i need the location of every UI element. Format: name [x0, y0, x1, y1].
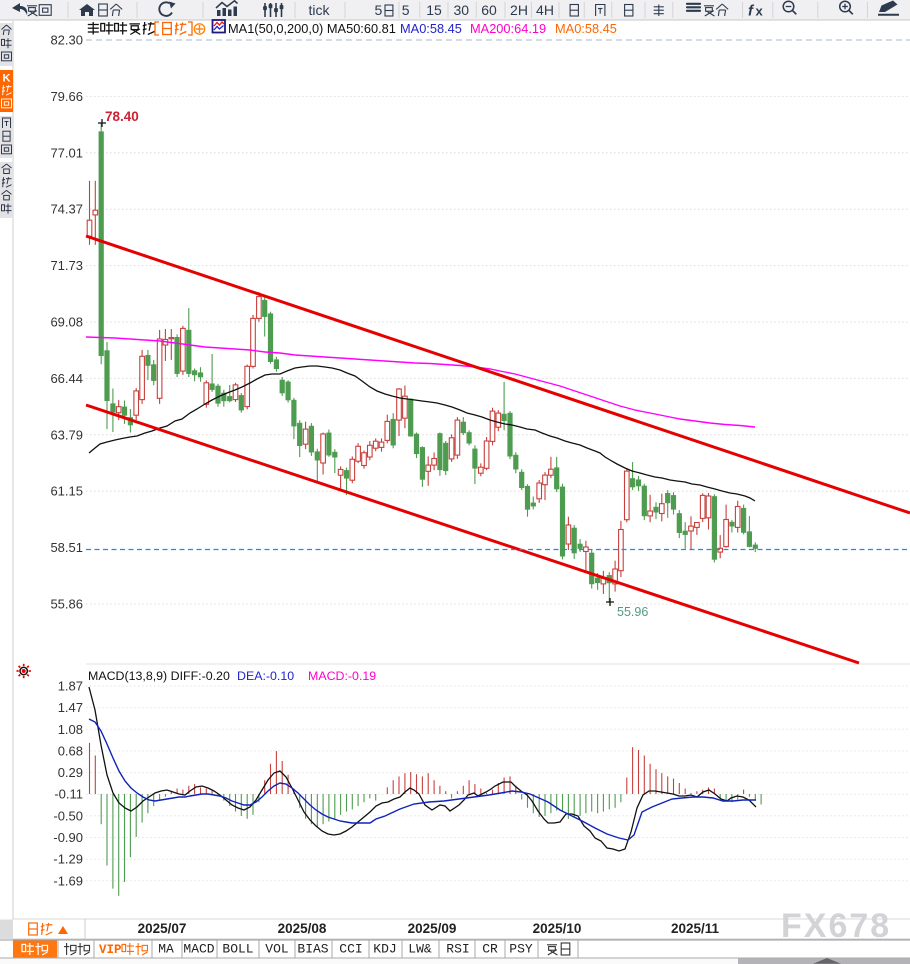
svg-text:30: 30: [454, 2, 470, 18]
svg-text:BOLL: BOLL: [222, 942, 253, 957]
svg-text:-0.50: -0.50: [53, 808, 83, 823]
svg-text:5: 5: [375, 2, 383, 18]
svg-text:1.08: 1.08: [58, 722, 83, 737]
svg-text:66.44: 66.44: [50, 371, 83, 386]
svg-text:VIP: VIP: [99, 943, 122, 957]
svg-text:MA1(50,0,200,0) MA50:60.81: MA1(50,0,200,0) MA50:60.81: [228, 21, 396, 36]
svg-text:MA0:58.45: MA0:58.45: [400, 21, 462, 36]
svg-text:DEA:-0.10: DEA:-0.10: [237, 669, 294, 683]
svg-text:-1.69: -1.69: [53, 873, 83, 888]
svg-text:VOL: VOL: [265, 942, 288, 957]
svg-text:2025/09: 2025/09: [408, 921, 457, 936]
svg-text:FX678: FX678: [781, 907, 891, 945]
svg-text:0.29: 0.29: [58, 765, 83, 780]
svg-text:CCI: CCI: [339, 942, 362, 957]
svg-text:-0.11: -0.11: [54, 787, 83, 802]
svg-text:x: x: [756, 4, 764, 19]
svg-text:1.47: 1.47: [58, 700, 83, 715]
svg-text:2025/07: 2025/07: [138, 921, 187, 936]
svg-text:69.08: 69.08: [50, 315, 83, 330]
svg-text:MA200:64.19: MA200:64.19: [470, 21, 546, 36]
svg-text:4H: 4H: [536, 2, 554, 18]
svg-text:MA0:58.45: MA0:58.45: [555, 21, 617, 36]
svg-text:2025/10: 2025/10: [533, 921, 582, 936]
svg-text:5: 5: [402, 2, 410, 18]
svg-text:CR: CR: [482, 942, 498, 957]
svg-text:-0.90: -0.90: [53, 830, 83, 845]
svg-text:2H: 2H: [510, 2, 528, 18]
svg-text:LW&: LW&: [408, 942, 432, 957]
svg-text:63.79: 63.79: [50, 427, 83, 442]
svg-text:1.87: 1.87: [58, 679, 83, 694]
svg-text:58.51: 58.51: [50, 540, 83, 555]
svg-text:74.37: 74.37: [50, 202, 83, 217]
svg-text:MA: MA: [158, 942, 174, 957]
svg-text:KDJ: KDJ: [373, 942, 396, 957]
svg-text:MACD: MACD: [183, 942, 214, 957]
svg-text:55.96: 55.96: [617, 605, 648, 619]
svg-text:0.68: 0.68: [58, 743, 83, 758]
svg-text:BIAS: BIAS: [297, 942, 328, 957]
svg-text:tick: tick: [309, 2, 331, 18]
svg-text:79.66: 79.66: [50, 89, 83, 104]
svg-text:2025/11: 2025/11: [671, 921, 720, 936]
svg-text:61.15: 61.15: [50, 484, 83, 499]
svg-text:60: 60: [481, 2, 497, 18]
svg-text:78.40: 78.40: [105, 109, 139, 124]
svg-text:71.73: 71.73: [50, 258, 83, 273]
svg-text:15: 15: [426, 2, 442, 18]
svg-text:MACD(13,8,9) DIFF:-0.20: MACD(13,8,9) DIFF:-0.20: [88, 669, 230, 683]
svg-text:f: f: [748, 3, 755, 20]
svg-text:K: K: [3, 73, 11, 85]
svg-text:MACD:-0.19: MACD:-0.19: [308, 669, 376, 683]
svg-text:RSI: RSI: [446, 942, 469, 957]
svg-text:82.30: 82.30: [50, 33, 83, 48]
svg-text:-1.29: -1.29: [53, 852, 83, 867]
svg-text:77.01: 77.01: [50, 145, 83, 160]
svg-text:2025/08: 2025/08: [278, 921, 327, 936]
svg-text:55.86: 55.86: [50, 597, 83, 612]
svg-text:PSY: PSY: [509, 942, 533, 957]
